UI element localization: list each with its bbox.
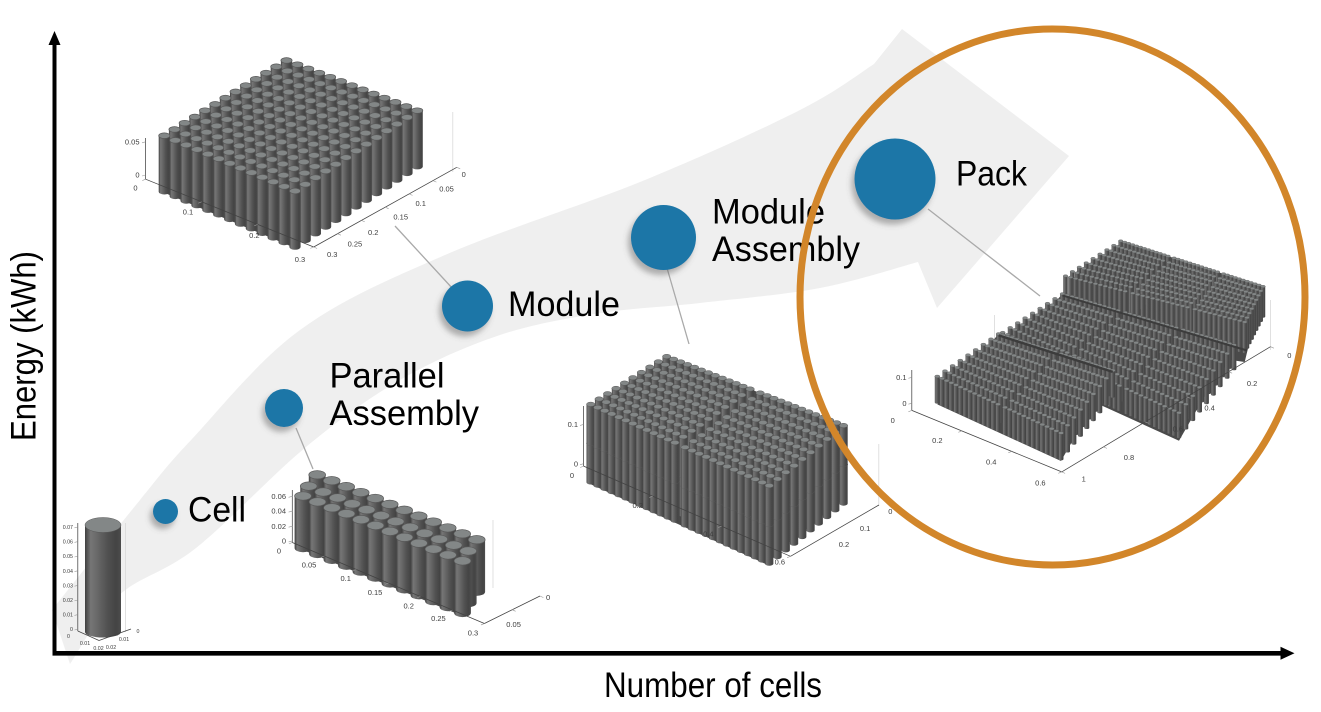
svg-text:0: 0 bbox=[67, 634, 70, 640]
svg-text:0: 0 bbox=[1287, 351, 1291, 360]
svg-text:0.01: 0.01 bbox=[63, 613, 73, 619]
svg-text:0: 0 bbox=[570, 471, 574, 480]
svg-text:0.6: 0.6 bbox=[1173, 425, 1183, 434]
svg-text:0: 0 bbox=[462, 170, 466, 179]
svg-text:Parallel: Parallel bbox=[330, 357, 445, 396]
svg-text:0: 0 bbox=[888, 507, 892, 516]
svg-text:0.2: 0.2 bbox=[932, 436, 942, 445]
svg-text:0.02: 0.02 bbox=[63, 598, 73, 604]
svg-text:Energy (kWh): Energy (kWh) bbox=[5, 251, 44, 441]
svg-text:Module: Module bbox=[508, 285, 620, 324]
svg-text:0.02: 0.02 bbox=[106, 645, 116, 651]
svg-text:0.1: 0.1 bbox=[568, 420, 578, 429]
svg-text:0.06: 0.06 bbox=[271, 492, 286, 501]
svg-text:0.01: 0.01 bbox=[80, 641, 90, 647]
svg-text:0.1: 0.1 bbox=[896, 373, 906, 382]
svg-text:0.05: 0.05 bbox=[506, 620, 521, 629]
svg-text:0: 0 bbox=[133, 184, 137, 193]
svg-text:0.2: 0.2 bbox=[403, 602, 413, 611]
svg-text:0: 0 bbox=[891, 416, 895, 425]
svg-text:0.15: 0.15 bbox=[368, 588, 383, 597]
svg-text:0: 0 bbox=[137, 629, 140, 635]
svg-text:0.05: 0.05 bbox=[302, 561, 317, 570]
svg-text:0.04: 0.04 bbox=[271, 507, 286, 516]
svg-text:0.15: 0.15 bbox=[393, 213, 408, 222]
svg-text:0.03: 0.03 bbox=[63, 583, 73, 589]
svg-text:0.1: 0.1 bbox=[416, 199, 426, 208]
svg-text:Assembly: Assembly bbox=[330, 394, 480, 433]
svg-text:0.3: 0.3 bbox=[295, 255, 305, 264]
svg-text:0.6: 0.6 bbox=[775, 558, 785, 567]
svg-text:0.06: 0.06 bbox=[63, 540, 73, 546]
svg-text:0.2: 0.2 bbox=[1247, 379, 1257, 388]
svg-text:Assembly: Assembly bbox=[712, 230, 860, 269]
svg-text:0: 0 bbox=[574, 459, 578, 468]
svg-text:0.4: 0.4 bbox=[1204, 403, 1214, 412]
svg-text:0.2: 0.2 bbox=[632, 501, 642, 510]
svg-text:0: 0 bbox=[135, 171, 139, 180]
svg-text:0.02: 0.02 bbox=[271, 522, 286, 531]
svg-text:0.1: 0.1 bbox=[860, 524, 870, 533]
svg-text:Number of cells: Number of cells bbox=[604, 666, 822, 705]
svg-text:0: 0 bbox=[277, 547, 281, 556]
svg-text:0.1: 0.1 bbox=[340, 574, 350, 583]
svg-text:0.8: 0.8 bbox=[1124, 453, 1134, 462]
svg-text:Pack: Pack bbox=[956, 155, 1027, 194]
svg-text:0.3: 0.3 bbox=[327, 250, 337, 259]
svg-text:0.2: 0.2 bbox=[839, 540, 849, 549]
svg-text:0: 0 bbox=[70, 627, 73, 633]
svg-text:0.02: 0.02 bbox=[93, 646, 103, 652]
svg-text:0.05: 0.05 bbox=[125, 137, 140, 146]
svg-text:0.1: 0.1 bbox=[183, 207, 193, 216]
svg-text:0: 0 bbox=[902, 399, 906, 408]
svg-text:0.4: 0.4 bbox=[986, 457, 996, 466]
svg-text:0: 0 bbox=[546, 593, 550, 602]
svg-text:0.01: 0.01 bbox=[119, 637, 129, 643]
svg-text:Cell: Cell bbox=[188, 491, 246, 530]
svg-text:0.3: 0.3 bbox=[468, 629, 478, 638]
svg-text:0.2: 0.2 bbox=[368, 228, 378, 237]
svg-text:0.05: 0.05 bbox=[63, 554, 73, 560]
svg-text:0.6: 0.6 bbox=[1035, 479, 1045, 488]
svg-text:0.4: 0.4 bbox=[703, 529, 713, 538]
svg-text:0.05: 0.05 bbox=[439, 184, 454, 193]
svg-text:1: 1 bbox=[1082, 474, 1086, 483]
svg-text:0.07: 0.07 bbox=[63, 525, 73, 531]
svg-text:0.04: 0.04 bbox=[63, 569, 73, 575]
svg-text:0.25: 0.25 bbox=[431, 614, 446, 623]
svg-text:0.25: 0.25 bbox=[348, 240, 363, 249]
svg-text:0.2: 0.2 bbox=[249, 231, 259, 240]
svg-text:0: 0 bbox=[282, 537, 286, 546]
